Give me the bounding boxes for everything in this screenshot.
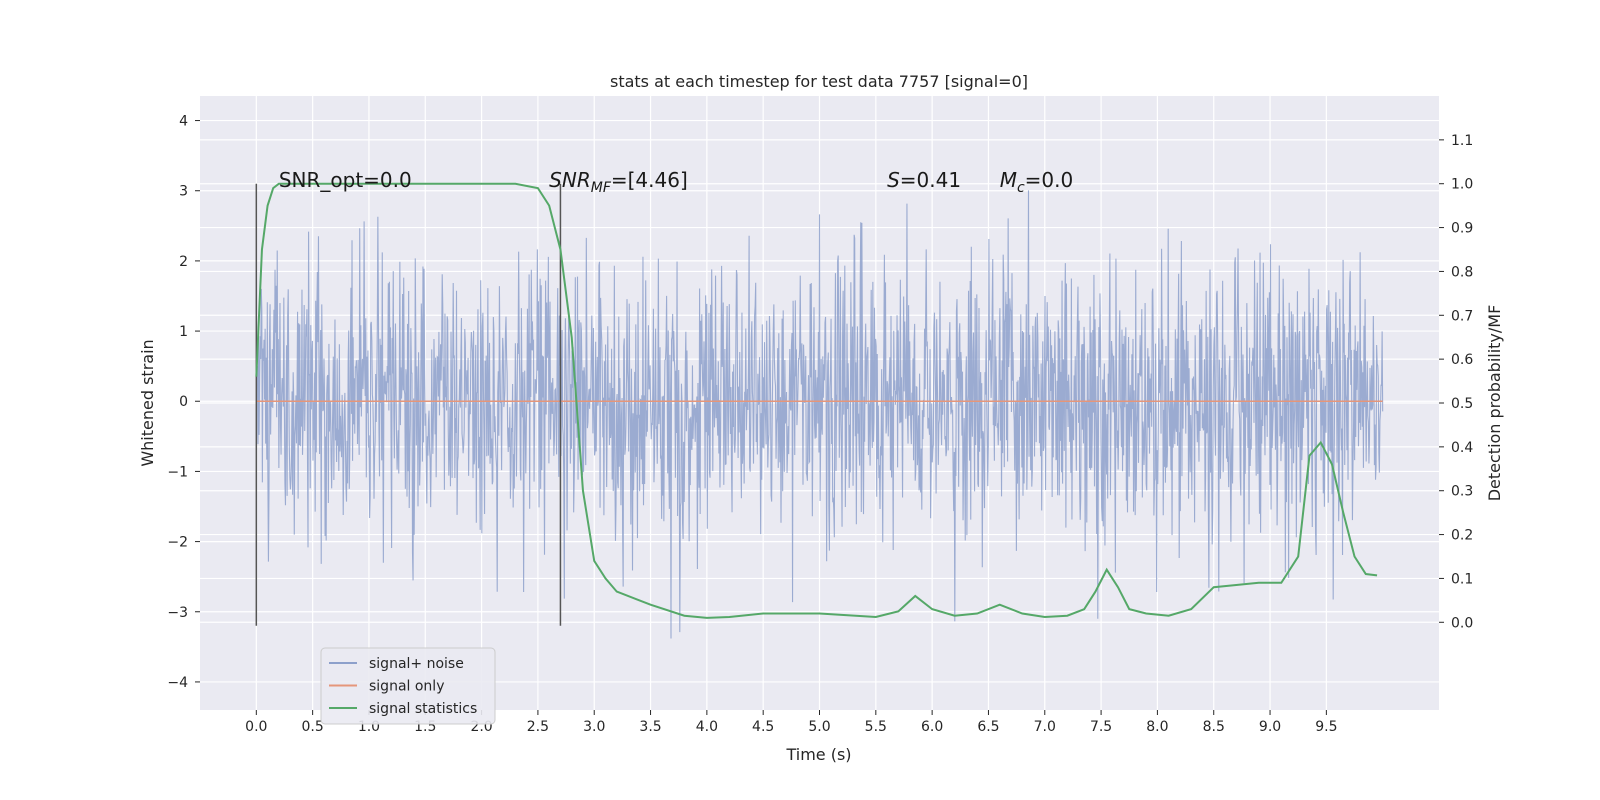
y2-tick-label: 1.0 <box>1451 177 1473 193</box>
y-tick-label: 2 <box>179 254 188 270</box>
x-tick-label: 9.5 <box>1315 719 1337 735</box>
legend-label: signal+ noise <box>369 656 464 672</box>
x-tick-label: 6.5 <box>977 719 999 735</box>
x-axis-label: Time (s) <box>785 745 851 764</box>
x-tick-label: 2.5 <box>527 719 549 735</box>
y-axis-left: −4 −3 −2 −1 0 1 2 3 4 <box>167 114 200 691</box>
annotation-text: S=0.41 <box>887 168 961 192</box>
x-tick-label: 0.0 <box>245 719 267 735</box>
y-tick-label: −1 <box>167 464 188 480</box>
y-tick-label: −3 <box>167 605 188 621</box>
y2-axis-label: Detection probability/MF <box>1485 305 1504 502</box>
y-axis-right: 0.0 0.1 0.2 0.3 0.4 0.5 0.6 0.7 0.8 0.9 1.0 1.1 <box>1439 133 1473 631</box>
x-tick-label: 5.5 <box>865 719 887 735</box>
x-tick-label: 4.0 <box>696 719 718 735</box>
y2-tick-label: 0.3 <box>1451 484 1473 500</box>
x-tick-label: 6.0 <box>921 719 943 735</box>
y2-tick-label: 0.5 <box>1451 396 1473 412</box>
y2-tick-label: 0.6 <box>1451 352 1473 368</box>
legend-box <box>320 647 496 725</box>
x-tick-label: 3.0 <box>583 719 605 735</box>
x-tick-label: 7.0 <box>1034 719 1056 735</box>
y2-tick-label: 0.0 <box>1451 615 1473 631</box>
signal-statistics-line <box>255 182 1378 619</box>
y2-tick-label: 0.4 <box>1451 440 1473 456</box>
y2-tick-label: 0.1 <box>1451 571 1473 587</box>
y-tick-label: 1 <box>179 324 188 340</box>
x-tick-label: 3.5 <box>639 719 661 735</box>
y2-tick-label: 0.2 <box>1451 528 1473 544</box>
x-tick-label: 8.5 <box>1203 719 1225 735</box>
annotations: SNR_opt=0.0 SNRMF=[4.46] S=0.41 Mc=0.0 <box>279 168 1073 196</box>
annotation-text: Mc=0.0 <box>1000 168 1074 196</box>
y2-tick-label: 1.1 <box>1451 133 1473 149</box>
y-tick-label: 0 <box>179 394 188 410</box>
legend-label: signal statistics <box>369 701 477 717</box>
y-tick-label: 4 <box>179 114 188 130</box>
chart-title: stats at each timestep for test data 775… <box>610 72 1028 91</box>
x-tick-label: 4.5 <box>752 719 774 735</box>
x-axis: 0.0 0.5 1.0 1.5 2.0 2.5 3.0 3.5 4.0 4.5 5.0 5.5 6.0 6… <box>245 710 1337 735</box>
vertical-markers <box>255 183 562 626</box>
x-tick-label: 5.0 <box>808 719 830 735</box>
annotation-text: SNR_opt=0.0 <box>279 168 412 192</box>
y-tick-label: −2 <box>167 535 188 551</box>
series-signal-statistics <box>255 182 1378 619</box>
y-axis-label: Whitened strain <box>138 339 157 466</box>
signal-noise-line <box>255 190 1384 639</box>
series-signal-noise <box>255 190 1384 639</box>
legend: signal+ noise signal only signal statistic… <box>320 647 496 725</box>
x-tick-label: 0.5 <box>302 719 324 735</box>
x-tick-label: 8.0 <box>1146 719 1168 735</box>
annotation-text: SNRMF=[4.46] <box>549 168 688 196</box>
y-tick-label: −4 <box>167 675 188 691</box>
y2-tick-label: 0.9 <box>1451 221 1473 237</box>
legend-label: signal only <box>369 679 444 695</box>
x-tick-label: 9.0 <box>1259 719 1281 735</box>
y2-tick-label: 0.7 <box>1451 308 1473 324</box>
y-tick-label: 3 <box>179 184 188 200</box>
y2-tick-label: 0.8 <box>1451 264 1473 280</box>
x-tick-label: 7.5 <box>1090 719 1112 735</box>
